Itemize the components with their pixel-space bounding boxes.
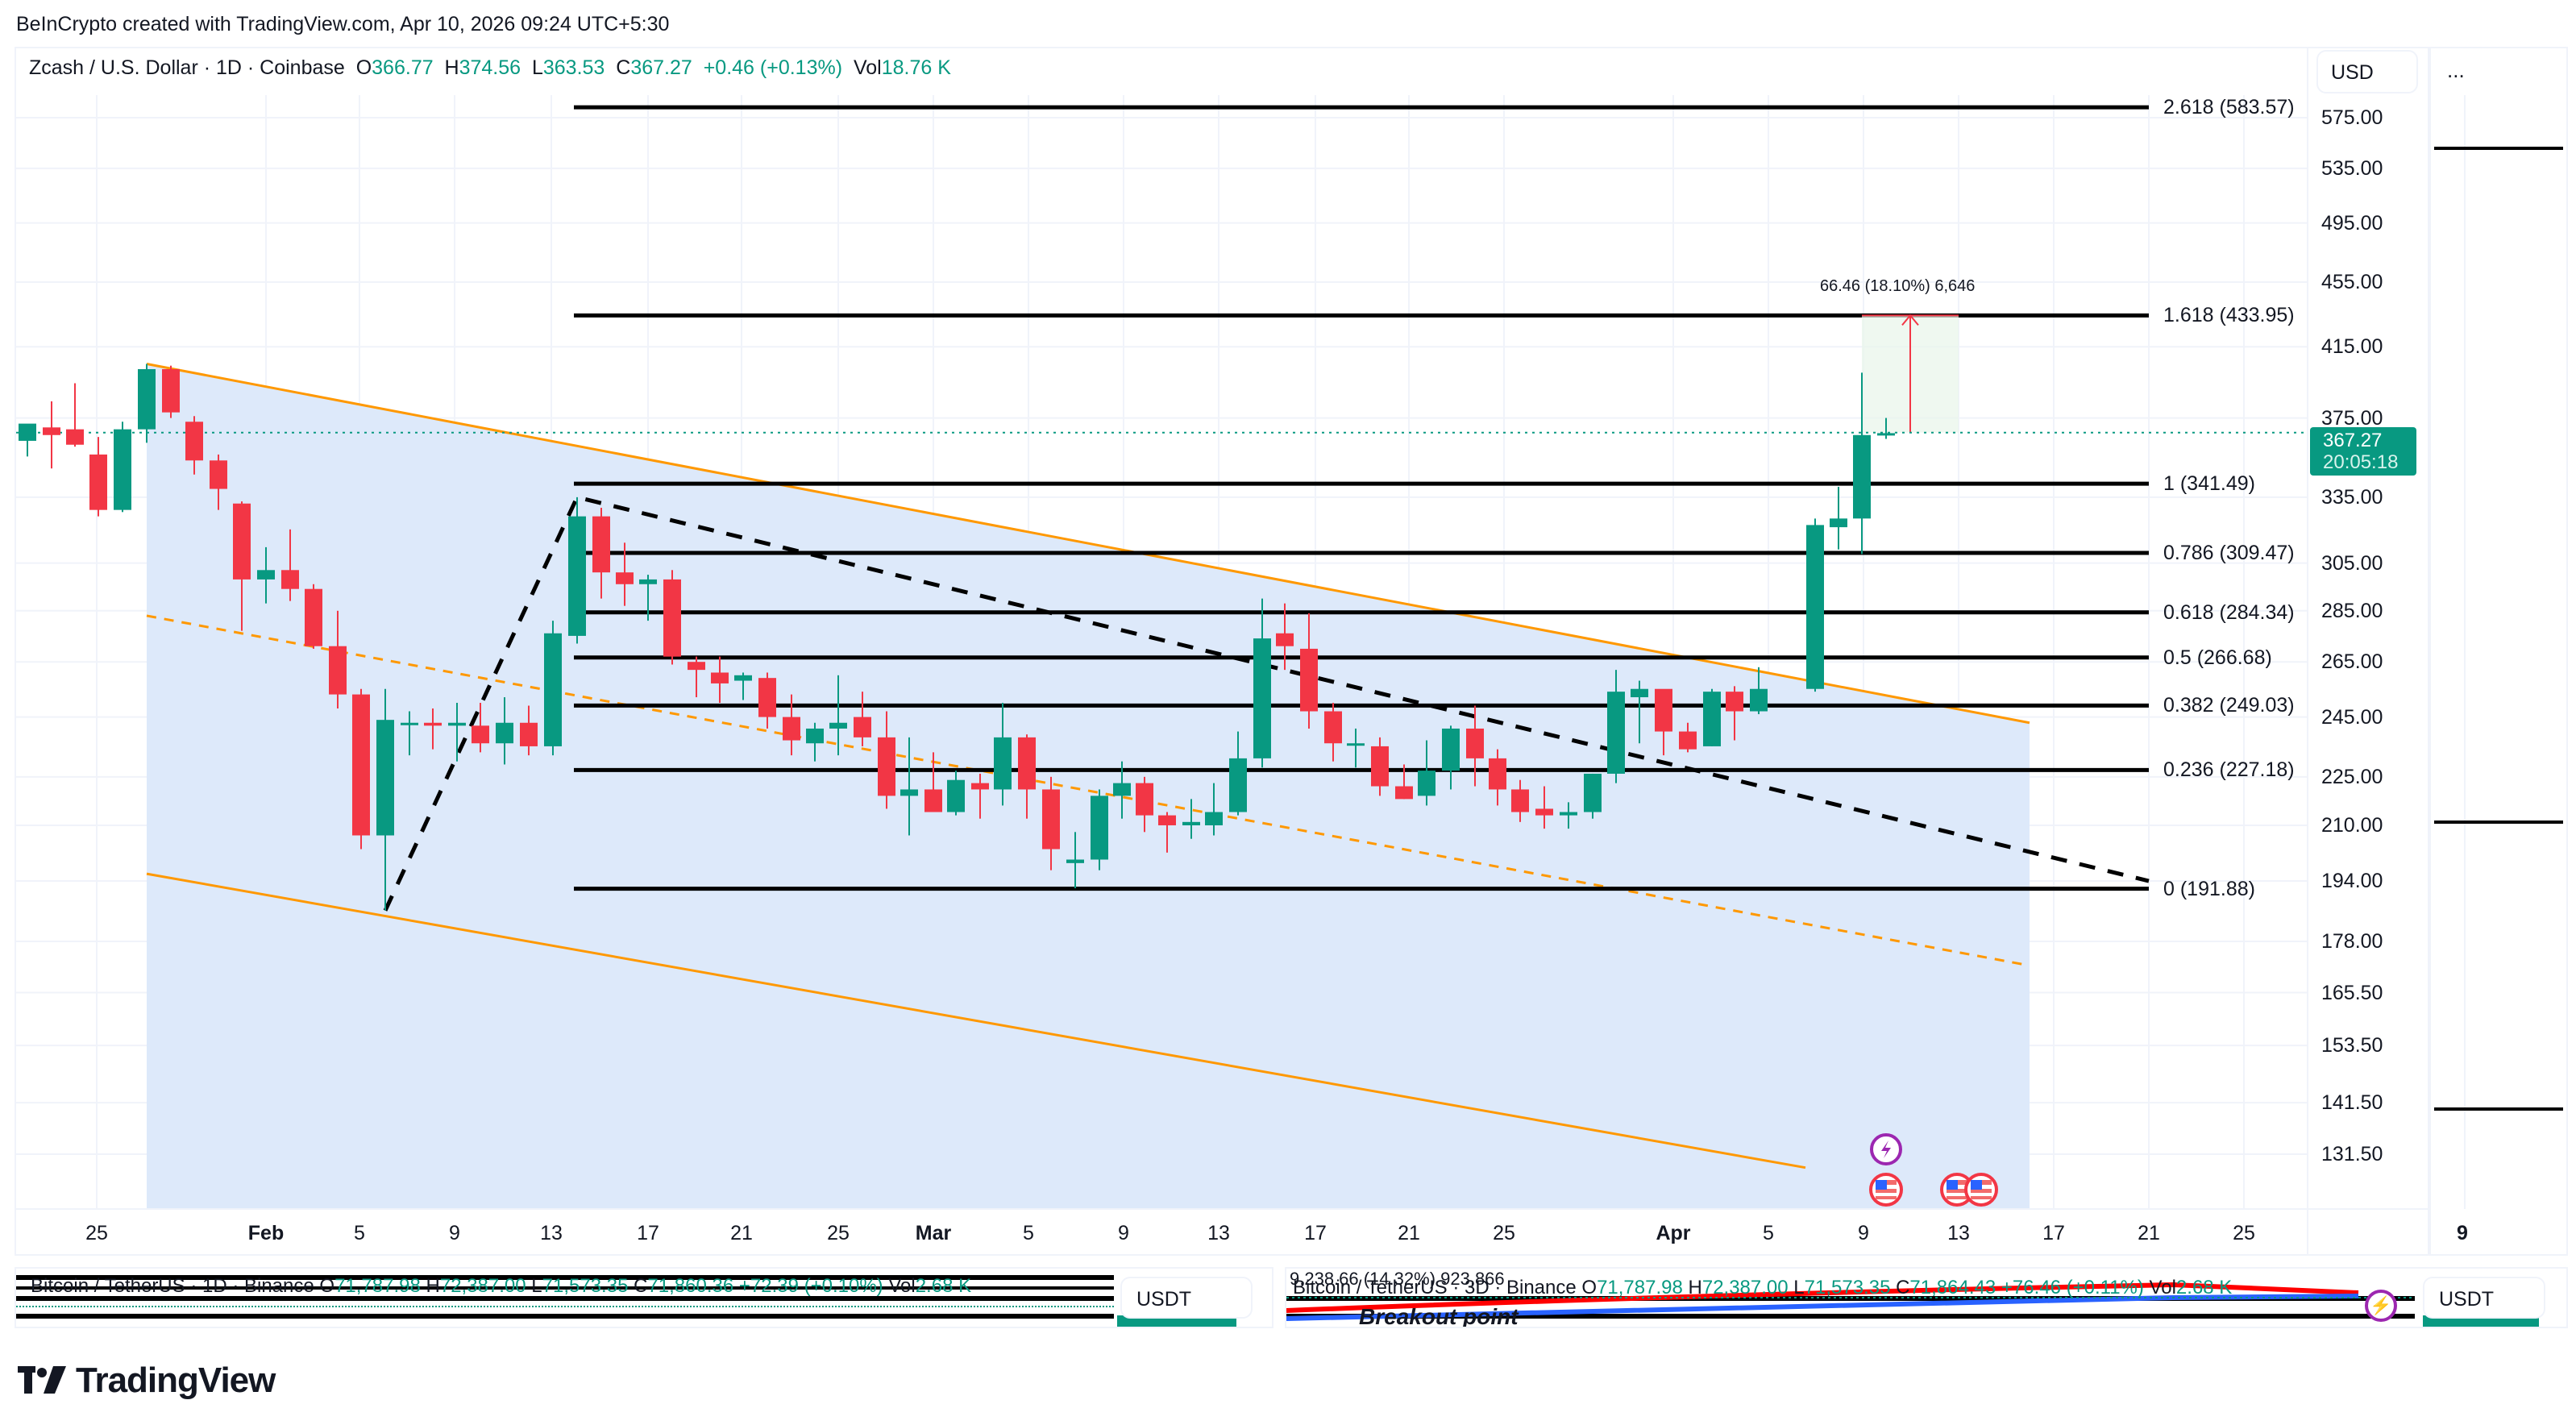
time-tick: Apr [1656, 1222, 1691, 1244]
low-value: 363.53 [542, 56, 605, 79]
price-tick: 305.00 [2321, 551, 2383, 575]
breakout-annotation: Breakout point [1359, 1304, 1519, 1328]
symbol-legend[interactable]: Zcash / U.S. Dollar · 1D · Coinbase O366… [29, 56, 951, 79]
price-tick: 210.00 [2321, 813, 2383, 837]
price-tick: 375.00 [2321, 406, 2383, 430]
tradingview-logo[interactable]: TradingView [18, 1361, 276, 1401]
open-value: 366.77 [372, 56, 434, 79]
measure-overlay-text: 9,238.66 (14.32%) 923,866 [1290, 1269, 1505, 1289]
fib-level-label: 0 (191.88) [2163, 877, 2255, 900]
tradingview-wordmark: TradingView [76, 1361, 276, 1400]
price-tick: 285.00 [2321, 599, 2383, 622]
candle-countdown: 20:05:18 [2323, 451, 2399, 473]
time-tick: 25 [1493, 1222, 1515, 1244]
chart-credit: BeInCrypto created with TradingView.com,… [16, 13, 670, 35]
right-pane-x-tick: 9 [2457, 1222, 2468, 1244]
price-tick: 335.00 [2321, 485, 2383, 509]
mini-legend-2: Bitcoin / TetherUS · 3D · Binance O71,78… [1293, 1277, 2233, 1298]
mini-pane-2[interactable]: 9,238.66 (14.32%) 923,866 Bitcoin / Teth… [1285, 1267, 2568, 1328]
price-tick: 415.00 [2321, 335, 2383, 359]
price-tick: 495.00 [2321, 211, 2383, 235]
time-tick: 13 [540, 1222, 563, 1244]
price-tick: 141.50 [2321, 1091, 2383, 1115]
price-tick: 245.00 [2321, 705, 2383, 729]
time-tick: 21 [1398, 1222, 1420, 1244]
time-tick: 13 [1207, 1222, 1230, 1244]
last-price-value: 367.27 [2323, 430, 2383, 451]
fib-level-label: 1 (341.49) [2163, 472, 2255, 496]
time-tick: 17 [2042, 1222, 2065, 1244]
time-tick: 5 [1763, 1222, 1774, 1244]
price-tick: 178.00 [2321, 930, 2383, 953]
tradingview-logo-icon [18, 1366, 66, 1394]
fib-level-label: 0.5 (266.68) [2163, 646, 2272, 669]
time-tick: 25 [2233, 1222, 2255, 1244]
fib-level-label: 0.236 (227.18) [2163, 758, 2295, 782]
mini-line [16, 1286, 1114, 1290]
time-tick: 5 [1023, 1222, 1034, 1244]
time-tick: 9 [449, 1222, 460, 1244]
mini-line [16, 1296, 1114, 1301]
mini-last-price-line [16, 1306, 1114, 1307]
volume-value: 18.76 K [881, 56, 951, 79]
last-price-label: 367.27 20:05:18 [2310, 427, 2416, 476]
price-tick: 153.50 [2321, 1034, 2383, 1057]
mini-legend-1: Bitcoin / TetherUS · 1D · Binance O71,78… [31, 1275, 972, 1297]
time-tick: Mar [915, 1222, 952, 1244]
time-tick: 5 [354, 1222, 365, 1244]
time-tick: 9 [1118, 1222, 1129, 1244]
fib-level-label: 2.618 (583.57) [2163, 96, 2295, 119]
price-tick: 131.50 [2321, 1142, 2383, 1165]
price-tick: 194.00 [2321, 870, 2383, 893]
price-tick: 575.00 [2321, 106, 2383, 130]
high-value: 374.56 [459, 56, 521, 79]
measure-tool-label: 66.46 (18.10%) 6,646 [1820, 277, 1976, 295]
price-axis-divider [2307, 47, 2308, 1256]
price-tick: 225.00 [2321, 765, 2383, 788]
fib-level-label: 0.786 (309.47) [2163, 541, 2295, 564]
mini-pane-1[interactable]: Bitcoin / TetherUS · 1D · Binance O71,78… [15, 1267, 1273, 1328]
time-tick: 21 [2138, 1222, 2160, 1244]
mini-line [1286, 1314, 2415, 1319]
right-pane [2429, 47, 2568, 1256]
time-tick: 21 [730, 1222, 753, 1244]
symbol-title: Zcash / U.S. Dollar · 1D · Coinbase [29, 56, 345, 79]
price-tick: 455.00 [2321, 271, 2383, 294]
mini-moving-averages [1286, 1282, 2415, 1321]
change-value: +0.46 (+0.13%) [703, 56, 843, 79]
time-tick: 17 [637, 1222, 659, 1244]
main-chart-pane[interactable] [15, 47, 2429, 1256]
price-tick: 165.50 [2321, 981, 2383, 1004]
time-tick: 13 [1947, 1222, 1970, 1244]
fib-level-label: 1.618 (433.95) [2163, 304, 2295, 327]
time-tick: 25 [85, 1222, 108, 1244]
time-tick: 25 [827, 1222, 850, 1244]
mini-currency-button-1[interactable]: USDT [1120, 1277, 1253, 1319]
close-value: 367.27 [630, 56, 692, 79]
mini-line [16, 1314, 1114, 1319]
more-options-button[interactable]: ... [2447, 58, 2465, 82]
mini-line [16, 1275, 1114, 1280]
time-tick: 17 [1304, 1222, 1327, 1244]
time-tick: Feb [247, 1222, 285, 1244]
price-tick: 535.00 [2321, 156, 2383, 180]
price-tick: 265.00 [2321, 650, 2383, 674]
mini-currency-button-2[interactable]: USDT [2423, 1277, 2545, 1319]
time-tick: 9 [1858, 1222, 1869, 1244]
lightning-event-icon[interactable]: ⚡ [2365, 1290, 2397, 1322]
fib-level-label: 0.618 (284.34) [2163, 600, 2295, 624]
currency-button[interactable]: USD [2316, 50, 2418, 93]
fib-level-label: 0.382 (249.03) [2163, 694, 2295, 717]
